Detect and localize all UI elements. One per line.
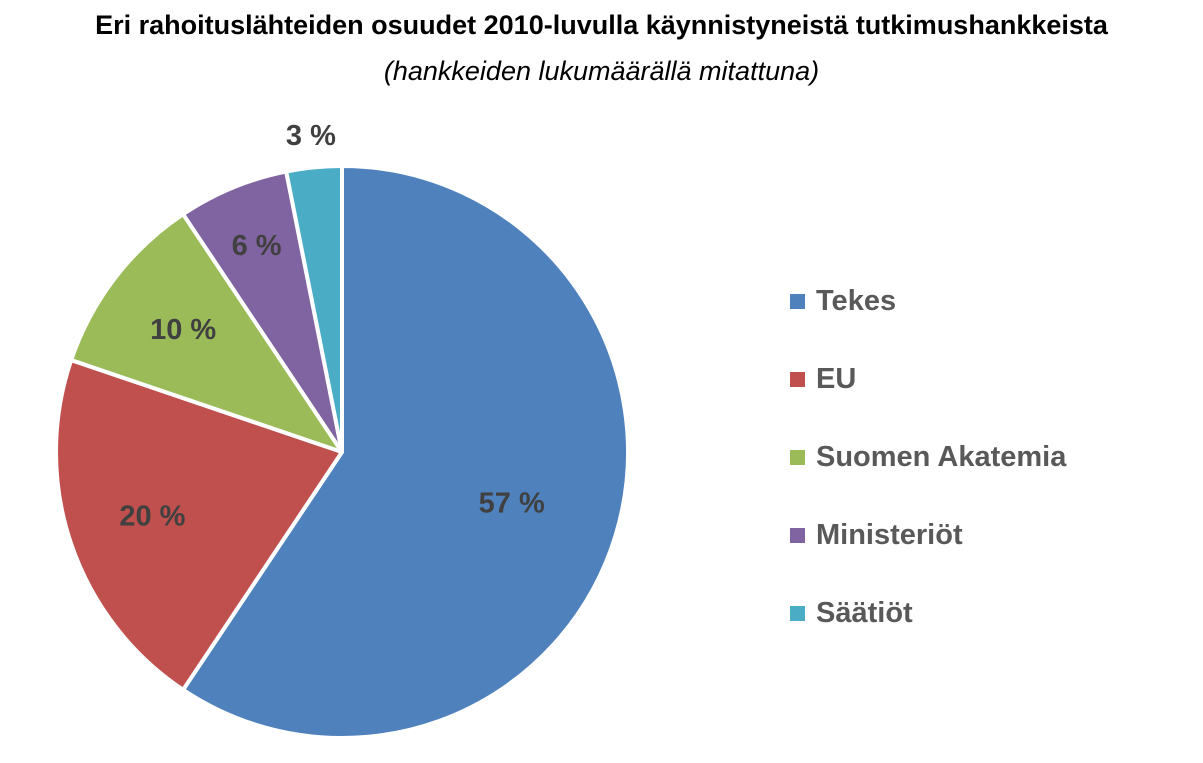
legend-swatch bbox=[790, 449, 805, 465]
legend-swatch bbox=[790, 527, 805, 543]
legend-item-suomen-akatemia: Suomen Akatemia bbox=[790, 418, 1066, 496]
legend-label: Säätiöt bbox=[816, 596, 913, 629]
chart-title: Eri rahoituslähteiden osuudet 2010-luvul… bbox=[95, 10, 1108, 40]
legend-label: Tekes bbox=[816, 284, 897, 317]
pie-slice-suomen-akatemia bbox=[69, 212, 344, 454]
data-label-suomen-akatemia: 10 % bbox=[150, 314, 216, 346]
legend-swatch bbox=[790, 371, 805, 387]
legend: Tekes EU Suomen Akatemia Ministeriöt Säätiöt bbox=[790, 262, 1066, 652]
legend-label: Suomen Akatemia bbox=[816, 440, 1067, 473]
legend-swatch bbox=[790, 605, 805, 621]
chart-subtitle: (hankkeiden lukumäärällä mitattuna) bbox=[383, 56, 820, 86]
pie-data-labels: 57 % 20 % 10 % 6 % 3 % bbox=[119, 120, 545, 532]
pie-slice-eu bbox=[54, 358, 344, 692]
data-label-tekes: 57 % bbox=[479, 487, 545, 519]
data-label-ministeriot: 6 % bbox=[232, 230, 282, 262]
legend-item-tekes: Tekes bbox=[790, 262, 1066, 340]
data-label-saatiot: 3 % bbox=[286, 120, 336, 152]
legend-label: Ministeriöt bbox=[816, 518, 963, 551]
legend-swatch bbox=[790, 293, 805, 309]
legend-item-saatiot: Säätiöt bbox=[790, 574, 1066, 652]
pie-slice-tekes bbox=[181, 164, 630, 740]
legend-label: EU bbox=[816, 362, 857, 395]
pie-slice-saatiot bbox=[284, 164, 344, 454]
legend-item-eu: EU bbox=[790, 340, 1066, 418]
pie-slices bbox=[54, 164, 630, 740]
legend-item-ministeriot: Ministeriöt bbox=[790, 496, 1066, 574]
data-label-eu: 20 % bbox=[119, 500, 185, 532]
